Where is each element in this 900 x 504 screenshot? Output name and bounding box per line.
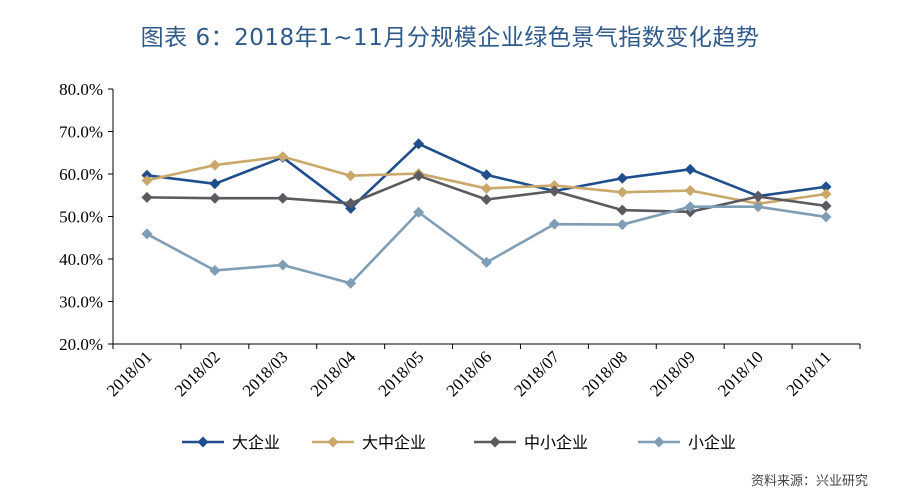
data-point (616, 186, 628, 198)
series-line (146, 205, 827, 285)
data-point (141, 174, 153, 186)
x-tick-label: 2018/02 (171, 347, 224, 400)
legend-label: 中小企业 (524, 433, 588, 452)
x-tick-label: 2018/08 (578, 347, 631, 400)
legend-marker (327, 436, 339, 448)
data-point (277, 151, 289, 163)
data-point (752, 191, 764, 203)
x-tick-label: 2018/11 (782, 347, 834, 399)
data-point (616, 204, 628, 216)
data-point (820, 181, 832, 193)
y-tick-label: 40.0% (59, 250, 103, 269)
data-point (684, 201, 696, 213)
data-point (548, 179, 560, 191)
x-tick-label: 2018/05 (375, 347, 428, 400)
data-point (209, 264, 221, 276)
data-point (141, 191, 153, 203)
series-3 (141, 201, 832, 289)
x-tick-label: 2018/04 (307, 347, 360, 400)
data-point (209, 159, 221, 171)
y-tick-label: 70.0% (59, 123, 103, 142)
data-point (413, 170, 425, 182)
data-point (277, 192, 289, 204)
x-tick-label: 2018/03 (239, 347, 292, 400)
legend-marker (653, 436, 665, 448)
data-point (820, 200, 832, 212)
data-point (481, 182, 492, 194)
y-tick-label: 60.0% (59, 165, 103, 184)
data-point (209, 192, 221, 204)
data-point (684, 185, 696, 197)
legend-label: 大企业 (232, 433, 280, 452)
legend-label: 小企业 (688, 433, 736, 452)
source-note: 资料来源：兴业研究 (750, 474, 868, 489)
x-tick-label: 2018/06 (442, 347, 495, 400)
y-tick-label: 50.0% (59, 208, 103, 227)
chart-series (141, 138, 832, 289)
data-point (413, 206, 425, 218)
x-tick-label: 2018/01 (103, 347, 156, 400)
data-point (820, 211, 832, 223)
data-point (616, 172, 628, 184)
x-tick-label: 2018/09 (646, 347, 699, 400)
data-point (277, 259, 289, 271)
y-tick-label: 30.0% (59, 293, 103, 312)
data-point (209, 178, 221, 190)
series-1 (141, 151, 832, 210)
data-point (752, 201, 764, 213)
x-tick-label: 2018/07 (510, 347, 563, 400)
data-point (345, 197, 357, 209)
data-point (481, 256, 492, 268)
chart-legend: 大企业 大中企业 中小企业 小企业 (182, 433, 736, 452)
chart-title: 图表 6：2018年1~11月分规模企业绿色景气指数变化趋势 (140, 25, 760, 51)
x-tick-label: 2018/10 (714, 347, 767, 400)
data-point (481, 169, 492, 181)
legend-marker (197, 436, 209, 448)
data-point (616, 219, 628, 231)
data-point (684, 163, 696, 175)
y-tick-label: 20.0% (59, 335, 103, 354)
data-point (481, 194, 492, 205)
legend-marker (489, 436, 501, 448)
y-tick-label: 80.0% (59, 80, 103, 99)
data-point (141, 228, 153, 240)
chart-axes: 20.0% 30.0% 40.0% 50.0% 60.0% 70.0% 80.0% 2018/… (59, 80, 861, 400)
data-point (820, 188, 832, 200)
data-point (413, 138, 425, 150)
data-point (548, 218, 560, 230)
data-point (345, 170, 357, 182)
data-point (548, 185, 560, 197)
legend-label: 大中企业 (362, 433, 426, 452)
data-point (345, 277, 357, 289)
